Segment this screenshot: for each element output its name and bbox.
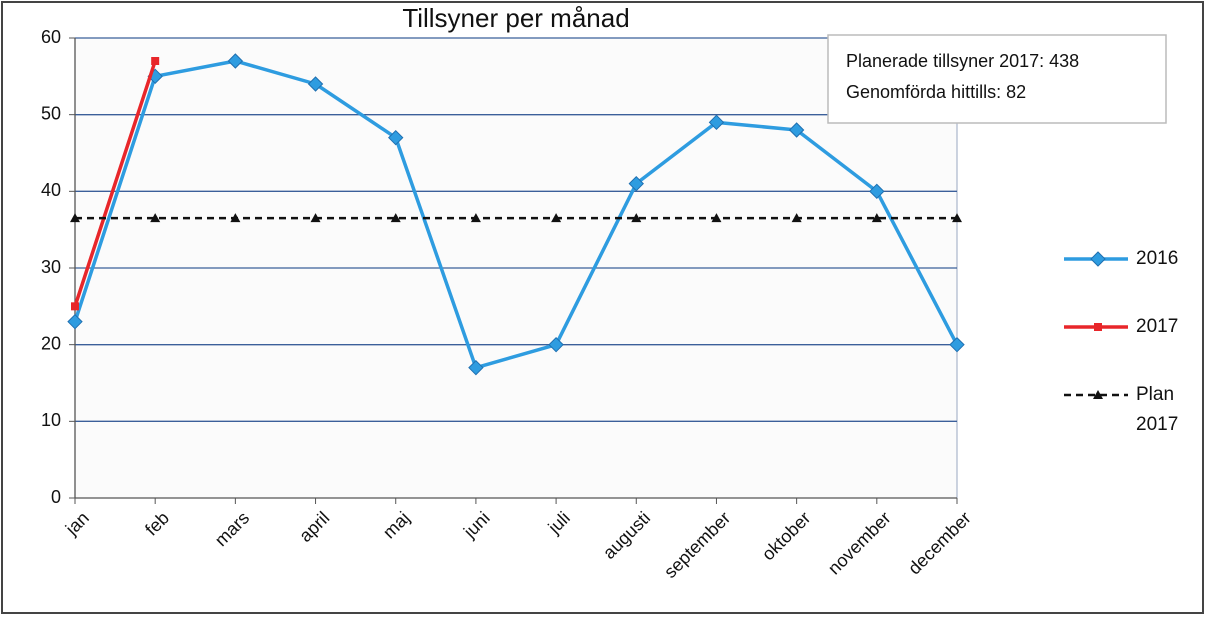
legend-label-2016: 2016 [1136,248,1178,269]
data-point-plan-2017 [390,213,401,223]
chart-title: Tillsyner per månad [402,3,629,33]
series-line-2017 [73,60,157,307]
data-point-2016 [67,313,83,330]
series-line-2016 [73,59,959,370]
legend-label-plan-2017-line2: 2017 [1136,414,1178,435]
legend-marker-2016 [1090,251,1106,267]
info-box: Planerade tillsyner 2017: 438 Genomförda… [827,34,1167,124]
data-point-2016 [307,76,324,92]
data-point-2016 [708,114,725,131]
data-point-2016 [227,53,244,69]
info-line-planned: Planerade tillsyner 2017: 438 [846,51,1079,71]
data-point-2016 [788,122,805,138]
y-tick-label: 40 [41,180,61,200]
y-tick-label: 20 [41,333,61,353]
data-point-plan-2017 [631,213,642,223]
data-point-plan-2017 [551,213,562,223]
y-tick-label: 10 [41,410,61,430]
legend-marker-plan-2017 [1093,390,1103,399]
y-tick-label: 50 [41,103,61,123]
data-point-2016 [548,336,564,353]
series-plan-2017 [70,213,962,223]
data-point-2017 [71,302,79,311]
legend-label-2017: 2017 [1136,316,1178,337]
legend-label-plan-2017: Plan [1136,384,1174,405]
series-2017 [71,57,160,311]
data-point-2016 [628,175,644,192]
y-tick-label: 0 [51,487,61,507]
legend: 2016 2017 Plan 2017 [1064,248,1178,435]
data-point-2017 [151,57,160,65]
data-point-2016 [949,336,965,353]
data-point-2016 [388,129,404,146]
series-group [67,53,965,376]
y-tick-label: 30 [41,257,61,277]
data-point-2016 [869,183,885,200]
y-tick-label: 60 [41,27,61,47]
data-point-2016 [468,359,484,376]
data-point-plan-2017 [150,213,161,223]
data-point-plan-2017 [470,213,481,223]
gridlines [75,37,957,422]
series-2016 [67,53,965,376]
data-point-plan-2017 [230,213,241,223]
info-line-completed: Genomförda hittills: 82 [846,82,1026,102]
data-point-plan-2017 [70,213,80,223]
info-box-background [827,34,1167,124]
data-point-plan-2017 [791,213,802,223]
data-point-plan-2017 [711,213,722,223]
data-point-plan-2017 [871,213,882,223]
data-point-plan-2017 [310,213,321,223]
legend-marker-2017 [1094,323,1102,331]
data-point-plan-2017 [952,213,962,223]
